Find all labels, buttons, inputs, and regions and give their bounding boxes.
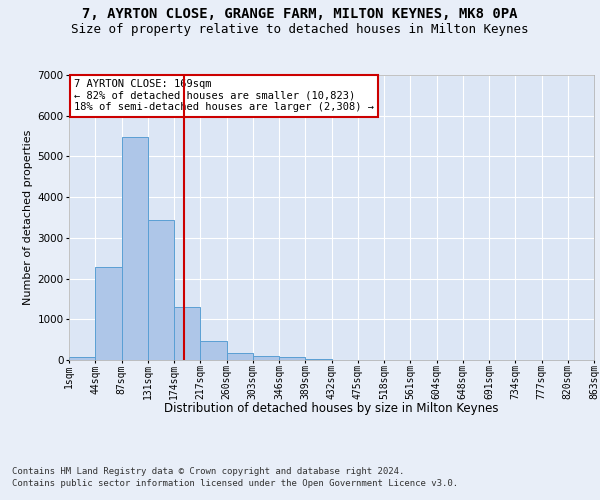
Bar: [121, 138, 148, 360]
Text: 7 AYRTON CLOSE: 169sqm
← 82% of detached houses are smaller (10,823)
18% of semi: 7 AYRTON CLOSE: 169sqm ← 82% of detached…: [74, 80, 374, 112]
Text: Size of property relative to detached houses in Milton Keynes: Size of property relative to detached ho…: [71, 22, 529, 36]
Y-axis label: Number of detached properties: Number of detached properties: [23, 130, 33, 305]
X-axis label: Distribution of detached houses by size in Milton Keynes: Distribution of detached houses by size …: [164, 402, 499, 415]
Bar: [174, 306, 200, 360]
Bar: [227, 354, 253, 360]
Text: 7, AYRTON CLOSE, GRANGE FARM, MILTON KEYNES, MK8 0PA: 7, AYRTON CLOSE, GRANGE FARM, MILTON KEY…: [82, 8, 518, 22]
Bar: [148, 220, 174, 360]
Text: Contains HM Land Registry data © Crown copyright and database right 2024.: Contains HM Land Registry data © Crown c…: [12, 467, 404, 476]
Bar: [279, 358, 305, 360]
Bar: [305, 358, 331, 360]
Bar: [95, 267, 121, 360]
Text: Contains public sector information licensed under the Open Government Licence v3: Contains public sector information licen…: [12, 478, 458, 488]
Bar: [200, 341, 227, 360]
Bar: [69, 357, 95, 360]
Bar: [253, 356, 279, 360]
